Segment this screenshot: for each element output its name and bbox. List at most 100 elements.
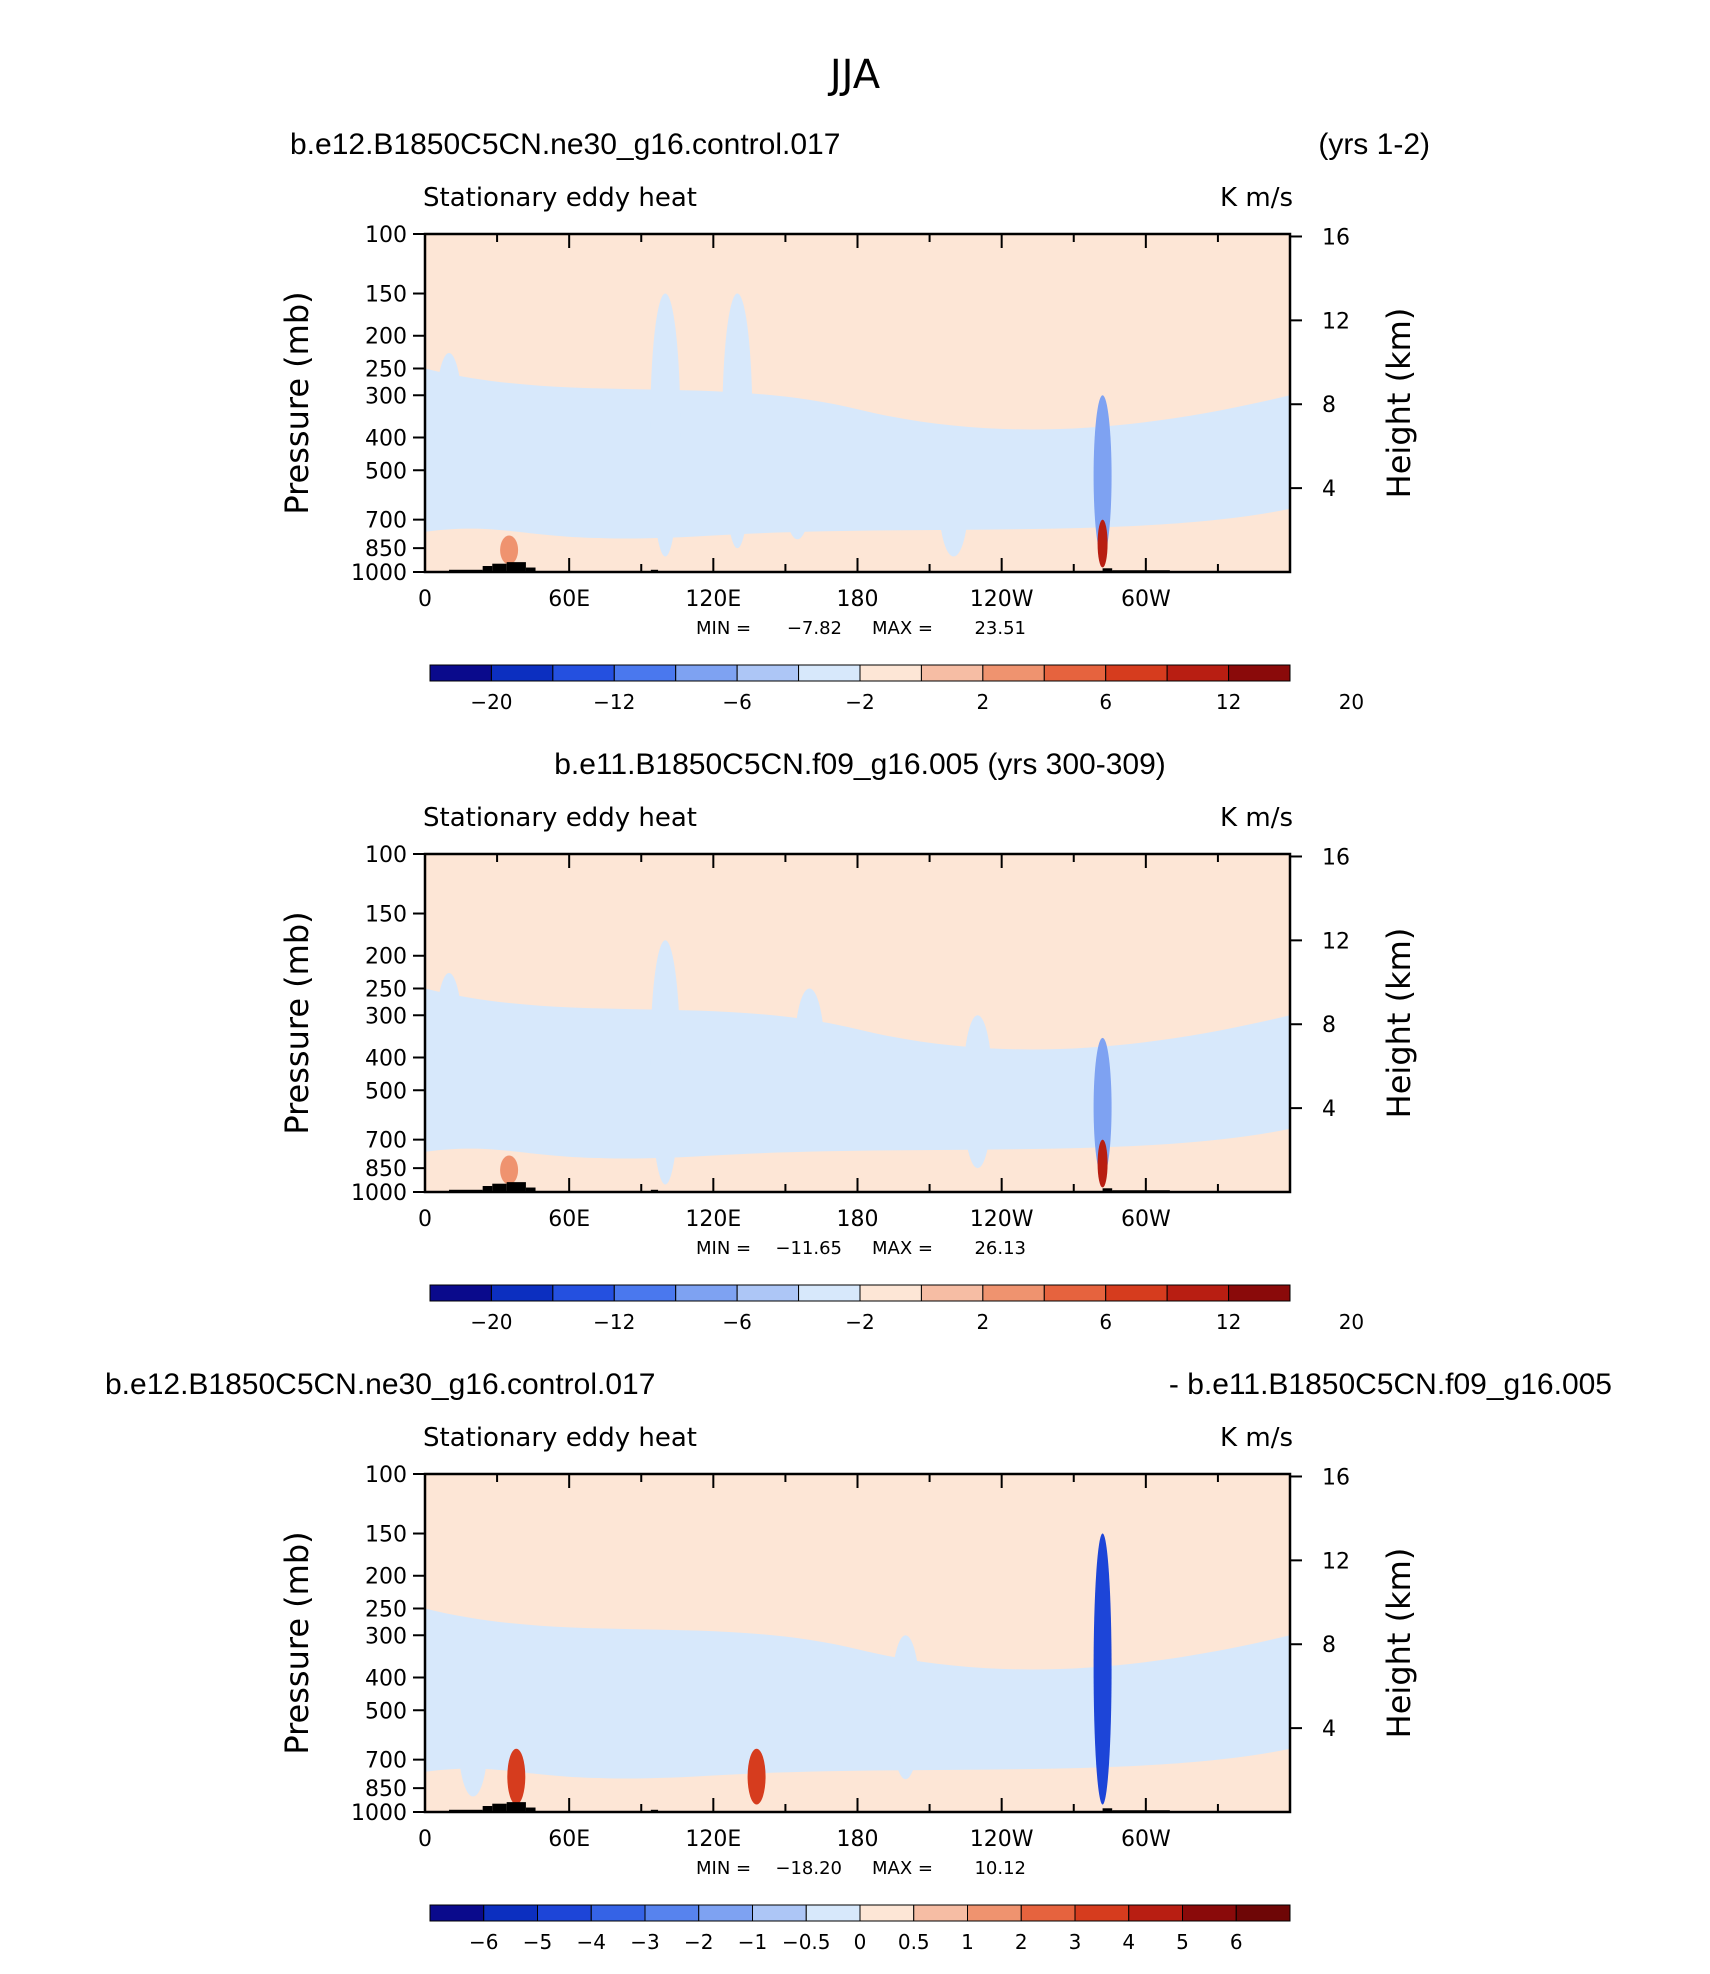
x-tick-label: 60W [1121,587,1171,612]
colorbar-label: 1 [961,1930,974,1954]
y-tick-label: 850 [365,1157,407,1182]
topography-block [1102,568,1113,572]
colorbar-swatch [1235,1904,1291,1922]
feature-negative-0 [434,353,465,520]
y-tick-label: 150 [365,283,407,308]
y-tick-right-label: 8 [1322,1013,1336,1038]
colorbar-swatch [982,1284,1045,1302]
y-tick-right-label: 12 [1322,1549,1350,1574]
colorbar-label: −6 [722,1310,751,1334]
x-tick-label: 60W [1121,1827,1171,1852]
colorbar-swatch [859,1904,915,1922]
colorbar-label: −20 [470,1310,512,1334]
max-value: 10.12 [974,1858,1026,1879]
cool-band [425,368,1290,539]
feature-positive-1 [500,1155,519,1185]
y-tick-label: 500 [365,459,407,484]
figure-title: JJA [827,52,881,98]
units-label: K m/s [1220,1423,1293,1453]
colorbar-swatch [613,1284,677,1302]
colorbar-swatch [613,664,677,682]
x-tick-label: 0 [418,587,432,612]
topography-block [525,567,536,572]
colorbar-swatch [490,664,554,682]
topography-block [506,1182,526,1192]
feature-negative-3 [890,1635,921,1780]
colorbar-label: 6 [1099,1310,1112,1334]
heatmap-field [425,1474,1290,1812]
colorbar-swatch [590,1904,646,1922]
feature-negative-6 [1093,395,1112,557]
feature-negative-4 [782,417,813,540]
colorbar-swatch [805,1904,861,1922]
variable-label: Stationary eddy heat [423,1423,697,1453]
x-tick-label: 60E [548,1207,590,1232]
y-tick-label: 850 [365,537,407,562]
min-value: −11.65 [775,1238,842,1259]
x-tick-label: 120E [685,1827,741,1852]
run-title: b.e11.B1850C5CN.f09_g16.005 (yrs 300-309… [554,748,1166,781]
y-tick-label: 300 [365,384,407,409]
y-tick-label: 1000 [351,1801,407,1826]
topography-block [1102,1808,1113,1812]
y-tick-label: 150 [365,1523,407,1548]
colorbar-swatch [644,1904,700,1922]
cool-band [425,1608,1290,1779]
y-tick-label: 200 [365,1565,407,1590]
colorbar-label: −6 [722,690,751,714]
max-value: 23.51 [974,618,1026,639]
feature-negative-2 [650,293,681,557]
y-tick-label: 250 [365,978,407,1003]
y-axis-label: Pressure (mb) [278,1531,316,1754]
y-tick-right-label: 12 [1322,929,1350,954]
colorbar-label: 12 [1216,690,1241,714]
cool-band [425,988,1290,1159]
y-tick-label: 400 [365,1046,407,1071]
feature-negative-3 [722,293,753,549]
units-label: K m/s [1220,803,1293,833]
colorbar-swatch [429,1904,485,1922]
colorbar-label: 6 [1230,1930,1243,1954]
panel-difference: b.e12.B1850C5CN.ne30_g16.control.017 - b.… [105,1368,1612,1954]
y-tick-label: 150 [365,903,407,928]
colorbar-swatch [1166,1284,1230,1302]
y-tick-label: 700 [365,1749,407,1774]
y-tick-right-label: 4 [1322,1097,1336,1122]
units-label: K m/s [1220,183,1293,213]
x-tick-label: 0 [418,1207,432,1232]
heatmap-field [425,854,1290,1192]
y-tick-label: 100 [365,223,407,248]
colorbar-label: −6 [469,1930,498,1954]
colorbar-swatch [752,1904,807,1922]
feature-negative-4 [962,1015,993,1169]
y-tick-label: 300 [365,1624,407,1649]
colorbar-label: 3 [1069,1930,1082,1954]
colorbar-swatch [552,1284,615,1302]
colorbar-swatch [736,664,800,682]
colorbar-swatch [675,1284,738,1302]
feature-negative-2 [650,940,681,1185]
max-label: MAX = [872,1238,933,1259]
colorbar-label: 12 [1216,1310,1241,1334]
colorbar-swatch [798,664,861,682]
run-title-years: (yrs 1-2) [1318,128,1430,161]
x-tick-label: 120E [685,587,741,612]
y-tick-label: 250 [365,1598,407,1623]
feature-negative-0 [458,1677,489,1797]
x-tick-label: 120W [970,1207,1034,1232]
feature-negative-3 [794,988,825,1118]
max-label: MAX = [872,1858,933,1879]
topography-block [482,1806,493,1812]
colorbar-label: −2 [684,1930,713,1954]
colorbar-swatch [859,1284,922,1302]
min-label: MIN = [696,1858,751,1879]
feature-positive-1 [507,1748,526,1805]
feature-negative-4 [1093,1533,1112,1805]
x-tick-label: 120W [970,587,1034,612]
feature-negative-5 [1093,1037,1112,1177]
colorbar-swatch [429,1284,492,1302]
colorbar-label: −2 [845,690,874,714]
topography-block [506,1802,526,1812]
feature-positive-1 [500,535,519,565]
